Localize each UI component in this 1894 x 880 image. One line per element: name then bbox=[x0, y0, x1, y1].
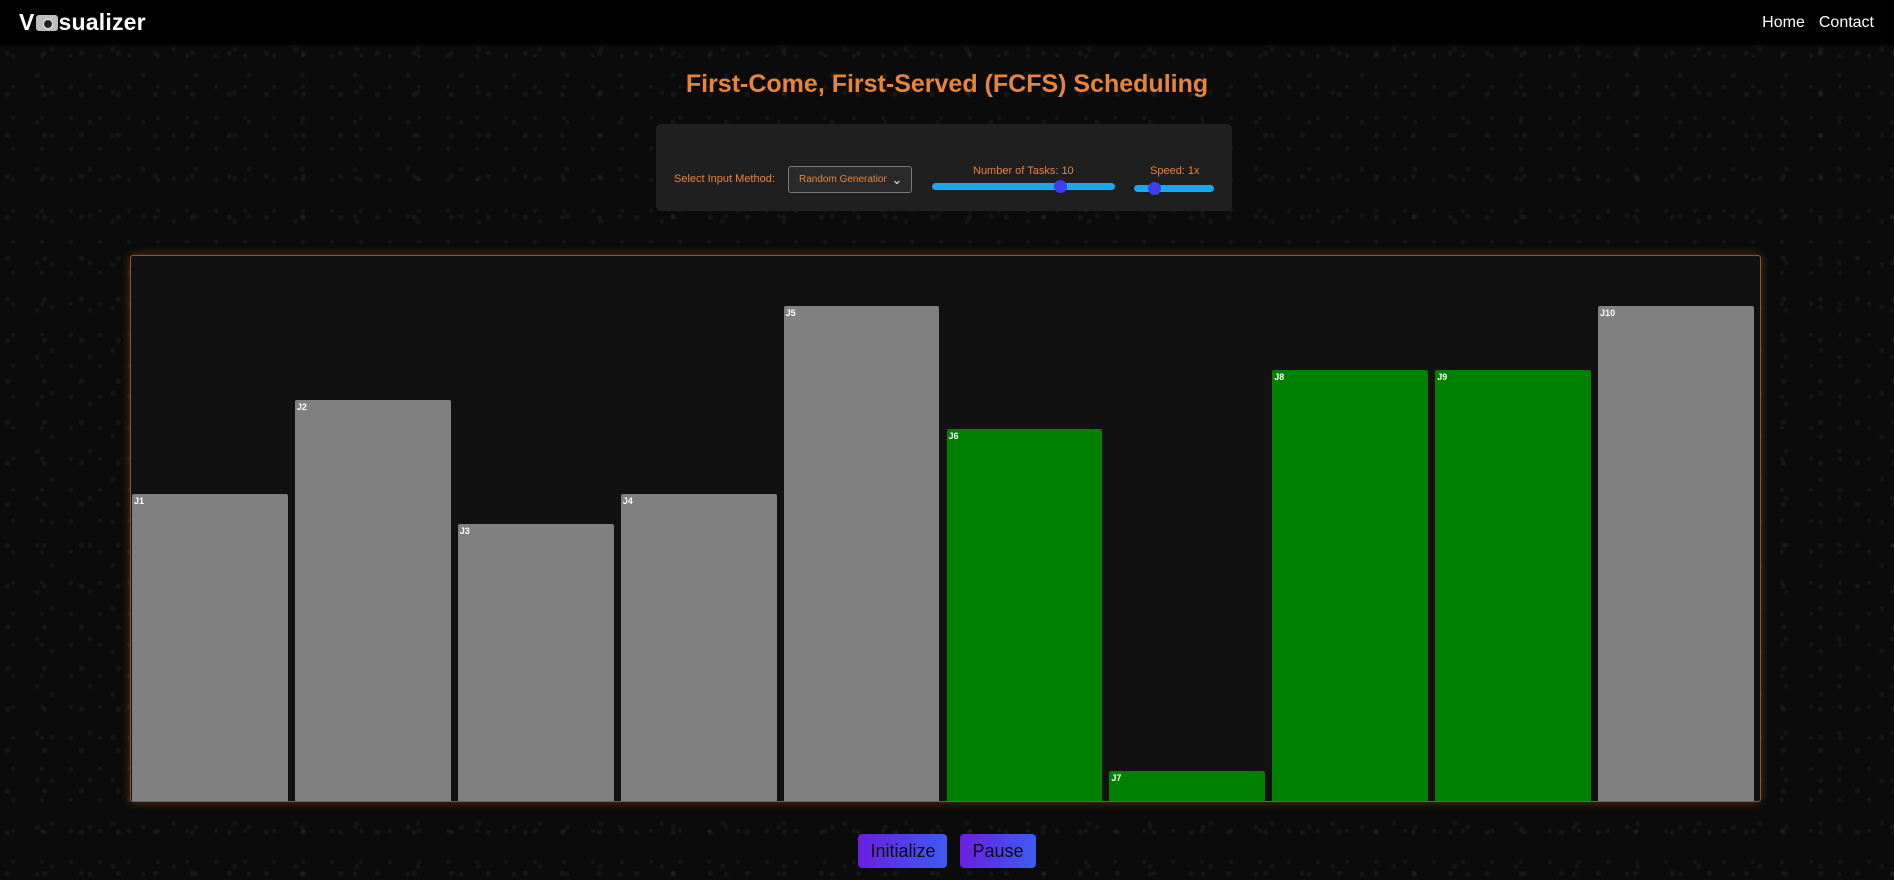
action-buttons: Initialize Pause bbox=[0, 834, 1894, 868]
speed-label: Speed: 1x bbox=[1150, 165, 1200, 177]
camera-logo-icon bbox=[35, 14, 58, 31]
brand-logo-link[interactable]: V sualizer bbox=[19, 9, 146, 36]
chevron-down-icon: ⌄ bbox=[887, 167, 907, 192]
input-method-label: Select Input Method: bbox=[674, 173, 775, 185]
brand-text-prefix: V bbox=[19, 9, 35, 35]
job-bar-j7: J7 bbox=[1109, 771, 1266, 801]
job-bar-j1: J1 bbox=[132, 493, 288, 801]
nav-home-link[interactable]: Home bbox=[1762, 13, 1805, 31]
job-bar-j5: J5 bbox=[783, 305, 940, 801]
speed-slider[interactable] bbox=[1134, 182, 1214, 195]
job-bar-j10: J10 bbox=[1598, 305, 1754, 801]
brand-text-suffix: sualizer bbox=[58, 9, 146, 35]
job-bar-label: J3 bbox=[459, 525, 470, 536]
scheduling-chart: J1 J2 J3 J4 J5 J6 J7 J8 J9 J10 bbox=[130, 255, 1761, 802]
tasks-slider-thumb[interactable] bbox=[1054, 180, 1068, 193]
job-bar-label: J6 bbox=[948, 431, 959, 442]
job-bar-label: J9 bbox=[1437, 371, 1448, 382]
controls-panel: Select Input Method: Random Generation ⌄… bbox=[656, 124, 1232, 211]
input-method-select[interactable]: Random Generation ⌄ bbox=[788, 166, 912, 193]
job-bar-j3: J3 bbox=[457, 523, 614, 801]
job-bar-label: J5 bbox=[785, 307, 796, 318]
job-bar-j6: J6 bbox=[946, 429, 1103, 801]
pause-button[interactable]: Pause bbox=[960, 834, 1036, 868]
speed-slider-thumb[interactable] bbox=[1148, 182, 1161, 195]
job-bar-j4: J4 bbox=[620, 493, 777, 801]
job-bar-label: J7 bbox=[1111, 773, 1122, 784]
job-bar-label: J10 bbox=[1600, 307, 1616, 318]
initialize-button[interactable]: Initialize bbox=[858, 834, 948, 868]
nav-contact-link[interactable]: Contact bbox=[1818, 13, 1874, 31]
job-bar-j2: J2 bbox=[294, 399, 451, 801]
job-bar-label: J4 bbox=[622, 495, 633, 506]
job-bar-label: J2 bbox=[296, 401, 307, 412]
job-bar-label: J1 bbox=[134, 495, 145, 506]
navbar: V sualizer Home Contact bbox=[0, 0, 1894, 45]
job-bar-label: J8 bbox=[1274, 371, 1285, 382]
page-title: First-Come, First-Served (FCFS) Scheduli… bbox=[685, 70, 1209, 98]
nav-links: Home Contact bbox=[1762, 14, 1874, 32]
tasks-slider[interactable] bbox=[932, 180, 1115, 193]
tasks-label: Number of Tasks: 10 bbox=[973, 165, 1074, 177]
job-bar-j9: J9 bbox=[1435, 369, 1592, 801]
job-bar-j8: J8 bbox=[1272, 369, 1429, 801]
input-method-value: Random Generation bbox=[799, 174, 890, 185]
